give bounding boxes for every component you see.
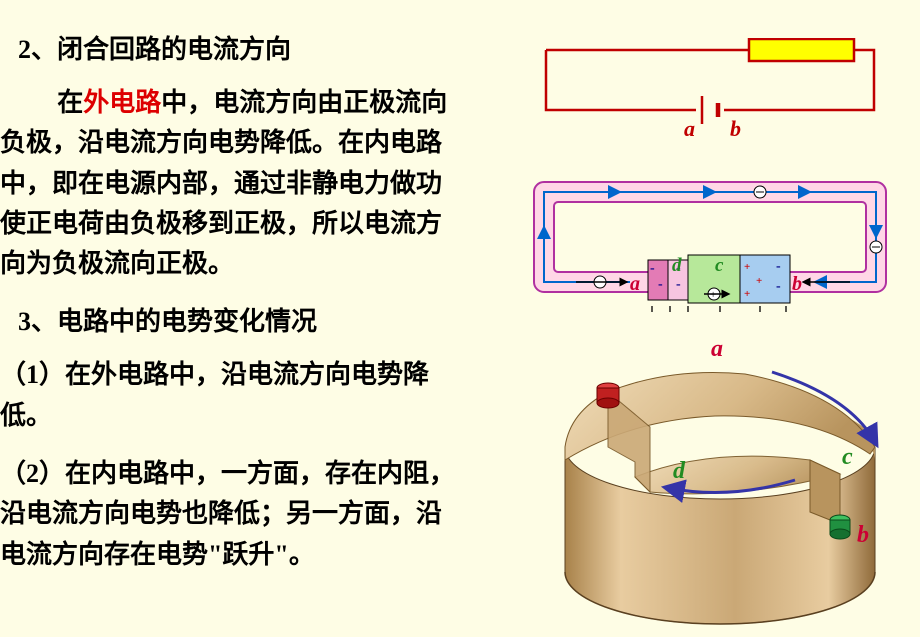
label-d3: d	[673, 458, 686, 484]
figures-column: a b	[480, 0, 920, 637]
paragraph-closed-loop: 在外电路中，电流方向由正极流向负极，沿电流方向电势降低。在内电路中，即在电源内部…	[0, 83, 460, 284]
heading-3: 3、电路中的电势变化情况	[18, 302, 460, 341]
label-c2: c	[715, 255, 724, 276]
svg-text:-: -	[776, 279, 781, 294]
label-b2: b	[792, 273, 802, 295]
svg-text:+: +	[744, 261, 750, 273]
figure-current-track: +++ -- -- -- + a b c d	[520, 172, 900, 317]
heading-2: 2、闭合回路的电流方向	[18, 30, 460, 69]
spiral-top-low	[635, 456, 840, 494]
label-a2: a	[630, 273, 640, 295]
svg-text:+: +	[710, 289, 716, 301]
svg-text:+: +	[744, 288, 750, 300]
para2-pre: 在	[57, 88, 83, 117]
label-d2: d	[672, 255, 682, 276]
label-b3: b	[857, 522, 869, 548]
label-b: b	[730, 116, 741, 141]
label-c3: c	[842, 444, 853, 470]
svg-text:-: -	[676, 277, 681, 292]
figure-simple-circuit: a b	[534, 38, 886, 148]
para2-red: 外电路	[83, 88, 161, 117]
text-column: 2、闭合回路的电流方向 在外电路中，电流方向由正极流向负极，沿电流方向电势降低。…	[0, 0, 470, 603]
svg-text:+: +	[756, 275, 762, 287]
label-a3: a	[711, 336, 723, 362]
figure-potential-cylinder: a b c d	[540, 332, 900, 632]
label-a: a	[684, 116, 695, 141]
paragraph-3a: （1）在外电路中，沿电流方向电势降低。	[0, 355, 460, 436]
svg-text:-: -	[776, 259, 781, 274]
svg-text:-: -	[658, 277, 663, 292]
paragraph-3b: （2）在内电路中，一方面，存在内阻，沿电流方向电势也降低；另一方面，沿电流方向存…	[0, 454, 460, 575]
svg-text:-: -	[650, 261, 655, 276]
resistor	[749, 39, 854, 61]
